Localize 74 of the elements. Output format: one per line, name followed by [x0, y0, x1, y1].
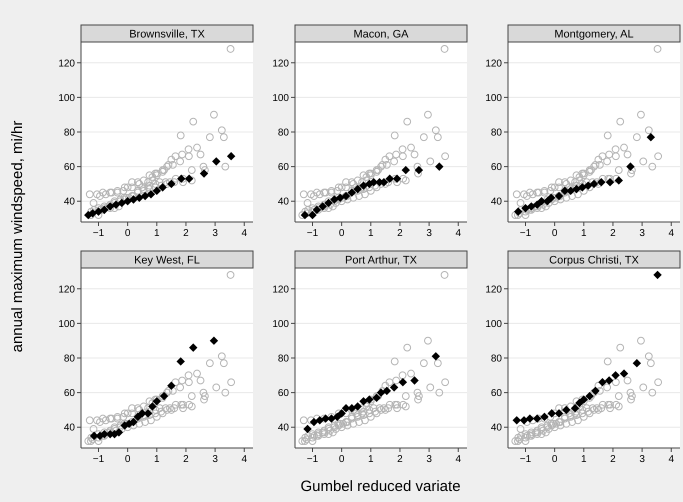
x-tick-label: −1 — [306, 454, 319, 465]
x-tick-label: 2 — [610, 228, 616, 239]
x-tick-label: 4 — [455, 228, 462, 239]
y-tick-label: 80 — [278, 128, 290, 138]
chart-title: Macon, GA — [353, 28, 410, 40]
y-tick-label: 80 — [64, 354, 76, 364]
y-tick-label: 40 — [490, 196, 502, 208]
x-tick-label: 0 — [552, 228, 558, 239]
chart-title: Montgomery, AL — [554, 28, 634, 40]
y-tick-label: 120 — [58, 58, 76, 70]
x-tick-label: −1 — [520, 454, 532, 465]
x-tick-label: 1 — [581, 454, 588, 465]
y-tick-label: 40 — [278, 196, 290, 208]
y-tick-label: 120 — [272, 284, 290, 296]
y-tick-label: 100 — [58, 92, 76, 104]
y-tick-label: 100 — [58, 318, 76, 330]
x-tick-label: 2 — [183, 454, 190, 465]
x-tick-label: 1 — [368, 454, 374, 465]
x-tick-label: 3 — [639, 454, 646, 465]
x-tick-label: 0 — [552, 454, 558, 465]
x-tick-label: 1 — [154, 454, 160, 465]
x-tick-label: 2 — [397, 228, 404, 239]
y-tick-label: 60 — [490, 388, 502, 400]
x-tick-label: 3 — [426, 228, 432, 239]
x-tick-label: 2 — [610, 454, 616, 465]
y-tick-label: 120 — [485, 58, 502, 70]
y-axis-title: annual maximum windspeed, mi/hr — [9, 120, 26, 352]
y-tick-label: 80 — [64, 128, 76, 138]
y-tick-label: 80 — [490, 128, 502, 138]
y-tick-label: 120 — [272, 58, 290, 70]
chart-title: Key West, FL — [134, 254, 200, 266]
y-tick-label: 40 — [64, 422, 76, 434]
x-tick-label: 1 — [154, 228, 160, 239]
x-tick-label: 1 — [581, 228, 588, 239]
y-tick-label: 60 — [278, 388, 290, 400]
y-tick-label: 100 — [272, 92, 290, 104]
x-tick-label: 3 — [212, 228, 218, 239]
chart-title: Corpus Christi, TX — [549, 254, 640, 266]
x-tick-label: 4 — [241, 454, 248, 465]
y-tick-label: 40 — [490, 422, 502, 434]
y-tick-label: 120 — [58, 284, 76, 296]
x-tick-label: 0 — [338, 454, 345, 465]
x-tick-label: 4 — [241, 228, 248, 239]
y-tick-label: 100 — [272, 318, 290, 330]
x-tick-label: 3 — [639, 228, 646, 239]
y-tick-label: 100 — [485, 92, 502, 104]
y-tick-label: 40 — [64, 196, 76, 208]
y-tick-label: 60 — [64, 388, 76, 400]
x-tick-label: −1 — [520, 228, 532, 239]
y-tick-label: 60 — [490, 162, 502, 174]
y-tick-label: 80 — [490, 354, 502, 364]
chart-title: Brownsville, TX — [129, 28, 206, 40]
x-tick-label: −1 — [306, 228, 319, 239]
x-tick-label: 0 — [124, 228, 131, 239]
x-tick-label: 0 — [338, 228, 345, 239]
y-tick-label: 60 — [278, 162, 290, 174]
x-tick-label: −1 — [92, 228, 105, 239]
x-tick-label: 3 — [212, 454, 218, 465]
x-tick-label: 2 — [397, 454, 404, 465]
x-tick-label: −1 — [92, 454, 105, 465]
y-tick-label: 80 — [278, 354, 290, 364]
x-tick-label: 4 — [668, 228, 674, 239]
x-tick-label: 3 — [426, 454, 432, 465]
x-tick-label: 4 — [455, 454, 462, 465]
x-axis-title: Gumbel reduced variate — [300, 478, 461, 495]
x-tick-label: 0 — [124, 454, 131, 465]
x-tick-label: 2 — [183, 228, 190, 239]
y-tick-label: 100 — [485, 318, 502, 330]
x-tick-label: 1 — [368, 228, 374, 239]
y-tick-label: 120 — [485, 284, 502, 296]
y-tick-label: 60 — [64, 162, 76, 174]
y-tick-label: 40 — [278, 422, 290, 434]
chart-title: Port Arthur, TX — [345, 254, 418, 266]
x-tick-label: 4 — [668, 454, 674, 465]
